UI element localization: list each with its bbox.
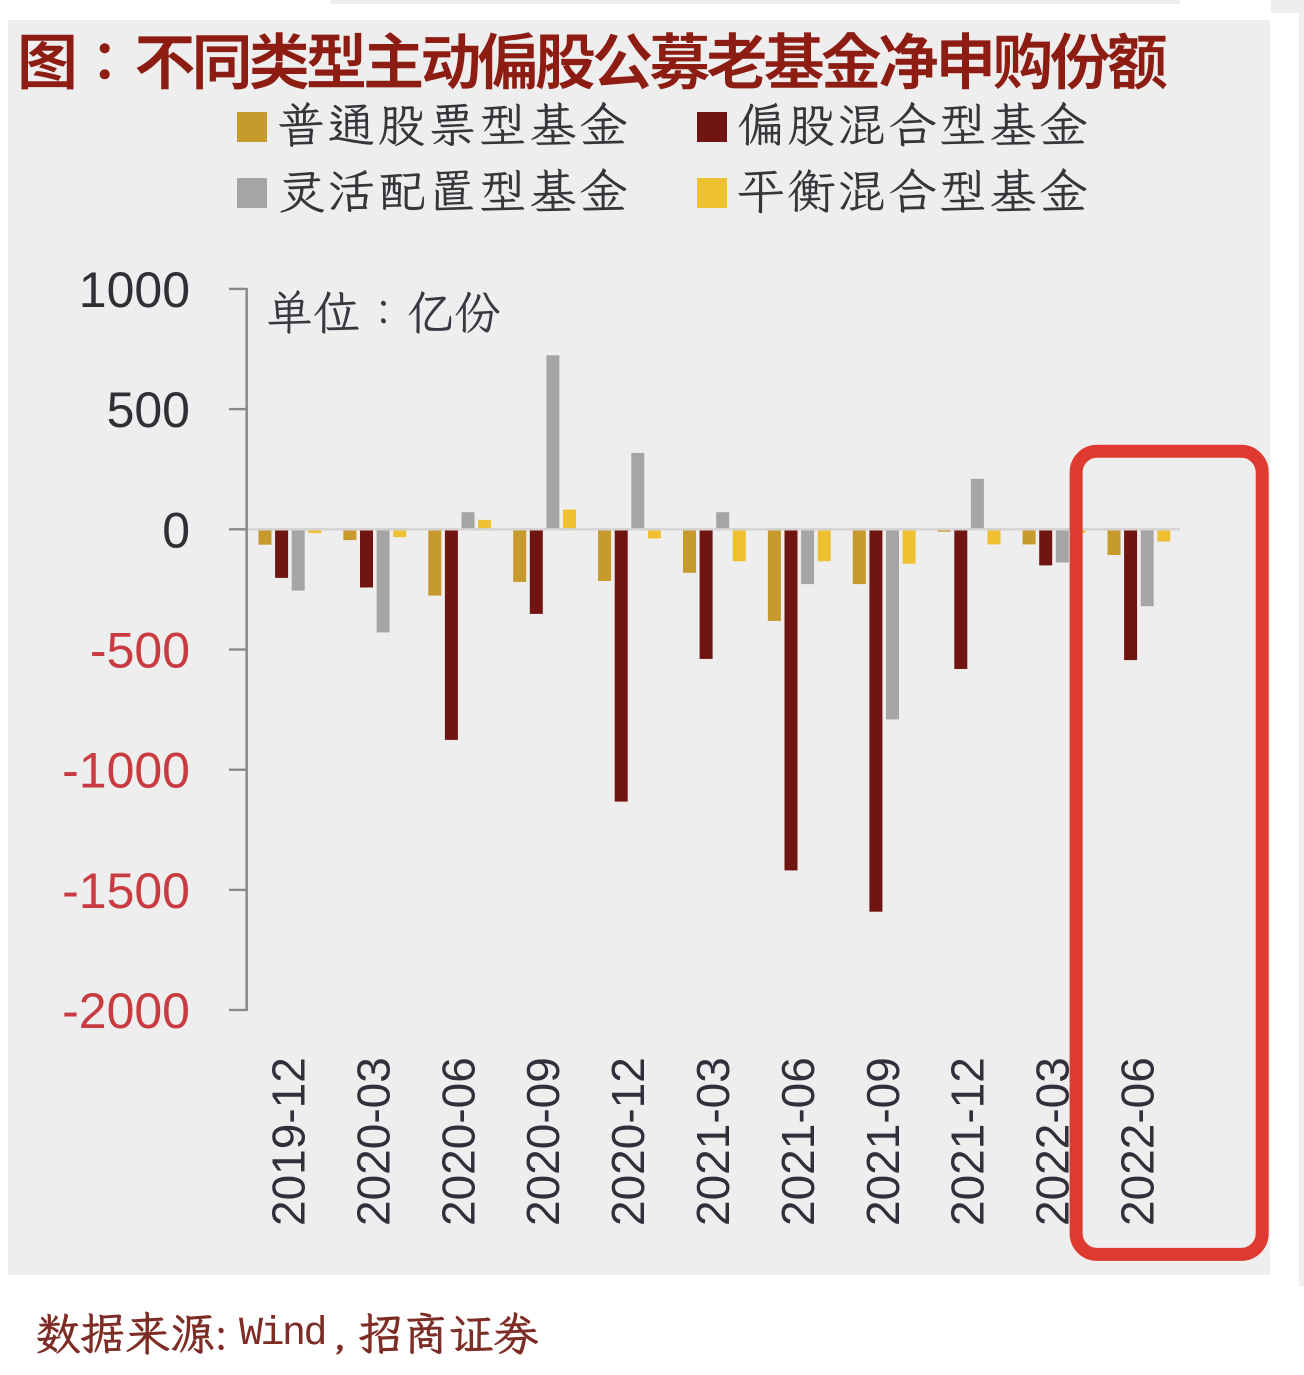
svg-text:500: 500 xyxy=(107,382,190,438)
svg-text:2021-06: 2021-06 xyxy=(772,1057,824,1226)
svg-text:1000: 1000 xyxy=(79,262,190,318)
svg-text:2020-06: 2020-06 xyxy=(432,1057,484,1226)
svg-text:2021-12: 2021-12 xyxy=(942,1057,994,1226)
svg-text:2021-09: 2021-09 xyxy=(857,1057,909,1226)
svg-text:2022-06: 2022-06 xyxy=(1112,1057,1164,1226)
svg-text:2021-03: 2021-03 xyxy=(687,1057,739,1226)
svg-text:2020-12: 2020-12 xyxy=(602,1057,654,1226)
svg-text:2019-12: 2019-12 xyxy=(263,1057,315,1226)
svg-text:0: 0 xyxy=(162,502,190,558)
svg-text:Wind: Wind xyxy=(239,1312,325,1357)
svg-text:-2000: -2000 xyxy=(62,983,190,1039)
svg-text:-1000: -1000 xyxy=(62,743,190,799)
svg-text:-1500: -1500 xyxy=(62,863,190,919)
svg-text:2020-03: 2020-03 xyxy=(347,1057,399,1226)
svg-text:2020-09: 2020-09 xyxy=(517,1057,569,1226)
svg-text:-500: -500 xyxy=(90,623,190,679)
